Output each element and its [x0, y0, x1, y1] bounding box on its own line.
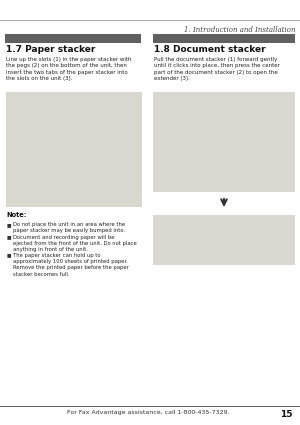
Text: For Fax Advantage assistance, call 1-800-435-7329.: For Fax Advantage assistance, call 1-800… [67, 410, 229, 415]
Text: Do not place the unit in an area where the
paper stacker may be easily bumped in: Do not place the unit in an area where t… [13, 222, 125, 233]
Text: Pull the document stacker (1) forward gently
until it clicks into place, then pr: Pull the document stacker (1) forward ge… [154, 57, 280, 81]
Text: ■: ■ [7, 252, 12, 258]
Bar [153, 92, 295, 192]
Bar [5, 34, 141, 43]
Text: Document and recording paper will be
ejected from the front of the unit. Do not : Document and recording paper will be eje… [13, 235, 137, 252]
Bar [153, 215, 295, 265]
Text: 1.7 Paper stacker: 1.7 Paper stacker [6, 45, 95, 54]
Text: 1. Introduction and Installation: 1. Introduction and Installation [184, 26, 295, 34]
Text: Note:: Note: [6, 212, 26, 218]
Text: Line up the slots (1) in the paper stacker with
the pegs (2) on the bottom of th: Line up the slots (1) in the paper stack… [6, 57, 131, 81]
Text: The paper stacker can hold up to
approximately 100 sheets of printed paper.
Remo: The paper stacker can hold up to approxi… [13, 252, 129, 277]
Text: ■: ■ [7, 222, 12, 227]
Text: 15: 15 [280, 410, 293, 419]
Text: 1.8 Document stacker: 1.8 Document stacker [154, 45, 266, 54]
Text: ■: ■ [7, 235, 12, 240]
Bar [153, 34, 295, 43]
Bar [6, 92, 142, 207]
